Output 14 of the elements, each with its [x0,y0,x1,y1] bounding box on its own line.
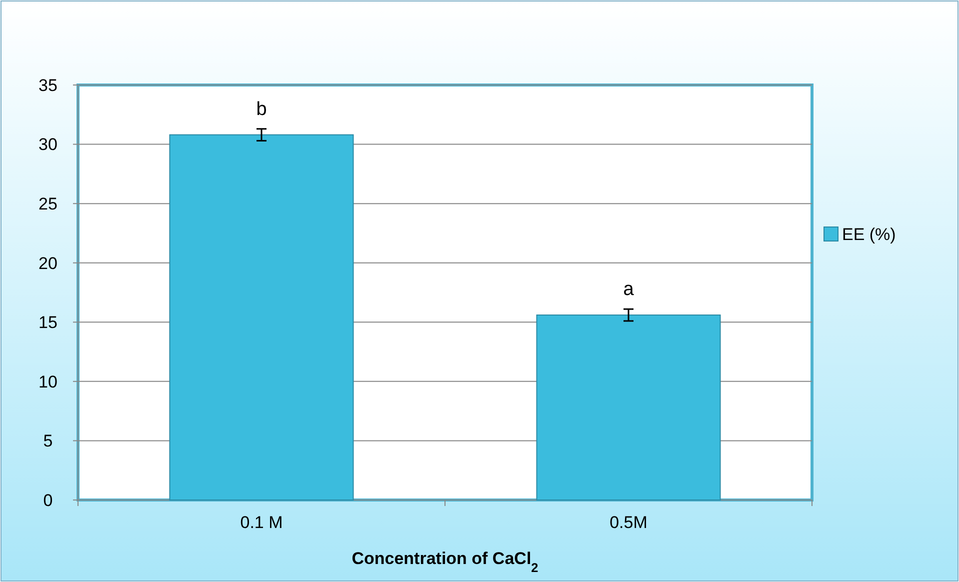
x-tick-label: 0.1 M [240,513,283,532]
x-tick-label: 0.5M [610,513,648,532]
y-tick-label: 20 [38,254,58,273]
x-axis-title: Concentration of CaCl$_{2}$ [352,549,538,574]
y-tick-label: 35 [38,76,58,95]
y-tick-label: 30 [38,135,58,154]
y-tick-label: 10 [38,372,58,392]
y-tick-label: 15 [38,313,58,332]
annotation: a [623,279,634,300]
y-tick-label: 5 [43,432,53,451]
y-tick-label: 0 [43,490,53,510]
legend-label: EE (%) [842,224,896,244]
y-tick-label: 25 [38,194,58,214]
annotation: b [256,98,267,120]
